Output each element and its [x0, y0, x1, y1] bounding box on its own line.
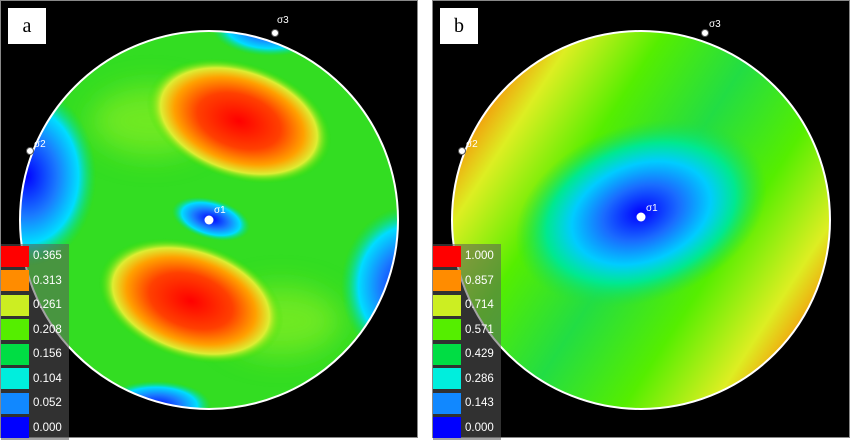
legend-label: 0.714: [465, 299, 494, 311]
legend-a: 0.365 0.313 0.261 0.208 0.156 0.104 0.05…: [1, 244, 69, 440]
stereonet-panel-a: σ1 σ2 σ3 a 0.365 0.313 0.261 0.208 0.156…: [0, 0, 418, 438]
legend-swatch: [1, 270, 29, 291]
legend-row: 0.143: [433, 391, 501, 416]
legend-label: 0.261: [33, 299, 62, 311]
legend-label: 0.571: [465, 324, 494, 336]
legend-row: 0.208: [1, 318, 69, 343]
low-zone-bottom: [101, 381, 211, 431]
legend-row: 0.571: [433, 318, 501, 343]
sigma3-point: [272, 30, 279, 37]
legend-row: 0.000: [433, 416, 501, 440]
legend-label: 0.156: [33, 348, 62, 360]
panel-label-b: b: [439, 7, 479, 45]
legend-label: 0.104: [33, 373, 62, 385]
legend-swatch: [433, 295, 461, 316]
legend-label: 0.286: [465, 373, 494, 385]
legend-swatch: [1, 246, 29, 267]
sigma2-label: σ2: [34, 139, 46, 150]
stereonet-panel-b: σ1 σ2 σ3 b 1.000 0.857 0.714 0.571 0.429…: [432, 0, 850, 438]
legend-swatch: [433, 270, 461, 291]
sigma1-label: σ1: [214, 205, 226, 216]
legend-row: 0.429: [433, 342, 501, 367]
legend-row: 0.286: [433, 367, 501, 392]
legend-swatch: [433, 368, 461, 389]
legend-row: 0.156: [1, 342, 69, 367]
legend-swatch: [1, 344, 29, 365]
legend-label: 0.052: [33, 397, 62, 409]
legend-label: 0.857: [465, 275, 494, 287]
legend-swatch: [433, 393, 461, 414]
legend-row: 1.000: [433, 244, 501, 269]
legend-label: 0.208: [33, 324, 62, 336]
sigma2-point: [27, 148, 34, 155]
legend-row: 0.365: [1, 244, 69, 269]
sigma3-label: σ3: [709, 19, 721, 30]
sigma2-point: [459, 148, 466, 155]
legend-row: 0.000: [1, 416, 69, 440]
legend-b: 1.000 0.857 0.714 0.571 0.429 0.286 0.14…: [433, 244, 501, 440]
legend-label: 0.313: [33, 275, 62, 287]
legend-row: 0.857: [433, 269, 501, 294]
panel-label-a: a: [7, 7, 47, 45]
legend-swatch: [433, 344, 461, 365]
legend-row: 0.104: [1, 367, 69, 392]
sigma1-point: [637, 213, 646, 222]
sigma2-label: σ2: [466, 139, 478, 150]
legend-swatch: [1, 393, 29, 414]
legend-swatch: [433, 319, 461, 340]
legend-swatch: [1, 417, 29, 438]
legend-swatch: [1, 368, 29, 389]
legend-row: 0.261: [1, 293, 69, 318]
legend-row: 0.714: [433, 293, 501, 318]
sigma1-label: σ1: [646, 203, 658, 214]
legend-label: 0.429: [465, 348, 494, 360]
legend-swatch: [433, 417, 461, 438]
legend-swatch: [1, 295, 29, 316]
legend-swatch: [1, 319, 29, 340]
legend-label: 0.000: [33, 422, 62, 434]
legend-row: 0.313: [1, 269, 69, 294]
legend-label: 0.143: [465, 397, 494, 409]
legend-label: 0.365: [33, 250, 62, 262]
legend-row: 0.052: [1, 391, 69, 416]
legend-swatch: [433, 246, 461, 267]
sigma3-point: [702, 30, 709, 37]
legend-label: 0.000: [465, 422, 494, 434]
legend-label: 1.000: [465, 250, 494, 262]
sigma3-label: σ3: [277, 15, 289, 26]
sigma1-point: [205, 216, 214, 225]
